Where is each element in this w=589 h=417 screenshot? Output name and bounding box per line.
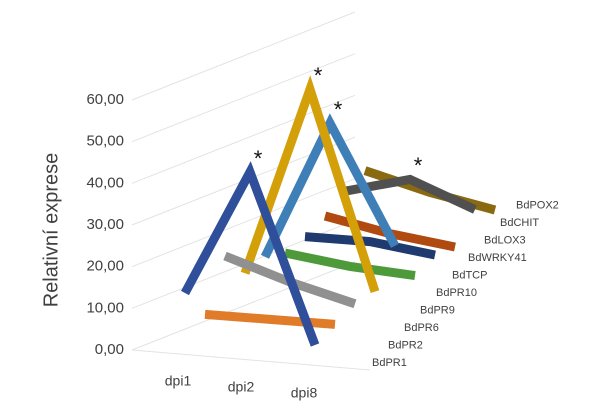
x-tick-label: dpi2 — [228, 379, 255, 395]
y-tick-label: 40,00 — [86, 174, 124, 191]
series-ribbon — [181, 161, 320, 347]
grid-line — [131, 53, 356, 143]
grid-line — [131, 178, 356, 268]
series-label: BdCHIT — [500, 217, 539, 229]
annotation: * — [314, 63, 323, 88]
series-label: BdPR10 — [436, 287, 477, 299]
y-tick-label: 20,00 — [86, 258, 124, 275]
series-ribbon — [284, 248, 416, 281]
y-tick-label: 10,00 — [86, 299, 124, 316]
x-tick-label: dpi8 — [291, 385, 318, 401]
y-axis-title: Relativní exprese — [40, 153, 62, 308]
series-label: BdLOX3 — [484, 234, 526, 246]
grid-line — [131, 261, 356, 351]
y-tick-label: 50,00 — [86, 133, 124, 150]
series-ribbon — [304, 232, 436, 260]
grid-line — [131, 11, 356, 101]
floor-line — [131, 349, 371, 371]
annotation: * — [414, 153, 423, 178]
annotation: * — [334, 97, 343, 122]
y-tick-label: 60,00 — [86, 91, 124, 108]
series-label: BdPR9 — [420, 304, 455, 316]
series-label: BdPR6 — [404, 322, 439, 334]
y-tick-label: 0,00 — [95, 341, 124, 358]
annotation: * — [254, 146, 263, 171]
series-label: BdPOX2 — [516, 199, 559, 211]
series-ribbon — [260, 113, 399, 259]
x-tick-label: dpi1 — [165, 373, 192, 389]
series-ribbon — [204, 309, 336, 329]
y-tick-label: 30,00 — [86, 216, 124, 233]
series-label: BdTCP — [452, 269, 487, 281]
series-label: BdPR2 — [388, 339, 423, 351]
series-label: BdPR1 — [372, 357, 407, 369]
series-label: BdWRKY41 — [468, 252, 527, 264]
